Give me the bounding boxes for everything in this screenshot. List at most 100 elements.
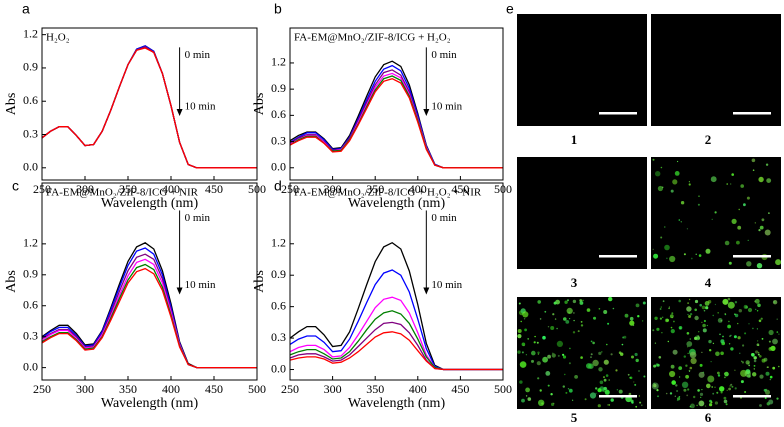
cell-spot — [665, 318, 670, 322]
cell-spot — [669, 314, 674, 319]
cell-spot — [707, 375, 715, 383]
x-tick-label: 450 — [451, 382, 469, 396]
x-tick-label: 300 — [324, 382, 342, 396]
spectrum-line — [41, 46, 257, 169]
cell-spot — [734, 313, 739, 318]
cell-spot — [743, 304, 748, 309]
cell-spot — [673, 320, 675, 323]
cell-spot — [551, 402, 555, 406]
cell-spot — [657, 395, 659, 398]
cell-spot — [764, 397, 767, 399]
cell-spot — [730, 334, 732, 337]
cell-spot — [724, 376, 726, 379]
cell-spot — [653, 253, 659, 259]
annotation-start: 0 min — [185, 212, 211, 224]
cell-spot — [756, 340, 759, 342]
cell-spot — [709, 403, 713, 407]
x-tick-label: 350 — [366, 182, 384, 196]
cell-spot — [573, 319, 575, 322]
cell-spot — [579, 301, 584, 305]
cell-spot — [607, 404, 609, 406]
cell-spot — [643, 375, 646, 378]
panel-label: c — [12, 178, 19, 194]
cell-spot — [667, 340, 669, 343]
cell-spot — [670, 364, 675, 369]
cell-spot — [720, 351, 724, 356]
cell-spot — [720, 339, 725, 344]
y-tick-label: 0.3 — [23, 126, 38, 140]
cell-spot — [748, 323, 750, 325]
cell-spot — [709, 399, 712, 403]
cell-spot — [728, 343, 731, 345]
cell-spot — [537, 300, 541, 304]
cell-spot — [536, 341, 539, 344]
cell-spot — [635, 303, 640, 308]
spectrum-line — [289, 69, 503, 169]
cell-spot — [607, 322, 610, 325]
cell-spot — [534, 335, 536, 338]
cell-spot — [631, 355, 634, 359]
cell-spot — [753, 356, 757, 360]
scale-bar — [733, 112, 771, 115]
cell-spot — [753, 365, 756, 367]
cell-spot — [665, 392, 668, 395]
cell-spot — [687, 346, 689, 348]
cell-spot — [705, 248, 711, 254]
annotation-start: 0 min — [431, 49, 457, 61]
panel-label: e — [506, 1, 514, 17]
cell-spot — [763, 388, 767, 392]
cell-spot — [635, 358, 639, 363]
cell-spot — [551, 353, 556, 358]
spectrum-line — [41, 267, 257, 369]
arrow-head — [423, 109, 430, 117]
cell-spot — [728, 261, 732, 265]
cell-spot — [738, 309, 742, 313]
cell-spot — [554, 318, 557, 320]
cell-spot — [687, 352, 689, 354]
cell-spot — [574, 375, 578, 379]
y-tick-label: 0.6 — [271, 107, 286, 121]
cell-spot — [722, 335, 724, 338]
cell-spot — [539, 389, 542, 392]
cell-spot — [687, 388, 690, 391]
y-tick-label: 0.9 — [23, 267, 38, 281]
cell-spot — [726, 183, 728, 185]
cell-spot — [758, 229, 761, 232]
cell-spot — [564, 300, 568, 304]
cell-spot — [733, 335, 737, 339]
cell-spot — [702, 323, 706, 328]
cell-spot — [738, 208, 740, 211]
x-tick-label: 350 — [366, 382, 384, 396]
cell-spot — [547, 384, 550, 387]
y-tick-label: 0.0 — [23, 160, 38, 174]
cell-spot — [772, 366, 776, 370]
spectrum-line — [41, 258, 257, 369]
annotation-end: 10 min — [185, 101, 216, 113]
cell-spot — [652, 329, 655, 332]
cell-spot — [710, 361, 712, 363]
cell-spot — [544, 310, 547, 313]
cell-spot — [672, 349, 678, 355]
cell-spot — [703, 309, 706, 312]
spectrum-line — [289, 78, 503, 169]
cell-spot — [731, 218, 737, 224]
cell-spot — [639, 401, 642, 404]
fluorescence-image — [517, 157, 647, 269]
cell-spot — [688, 370, 691, 372]
x-tick-label: 450 — [205, 182, 223, 196]
cell-spot — [686, 394, 689, 397]
cell-spot — [553, 301, 557, 305]
cell-spot — [687, 313, 689, 316]
cell-spot — [517, 329, 522, 333]
cell-spot — [525, 395, 528, 397]
cell-spot — [761, 358, 766, 363]
cell-spot — [701, 351, 703, 353]
cell-spot — [538, 399, 545, 406]
cell-spot — [755, 350, 759, 354]
cell-spot — [577, 330, 580, 333]
cell-spot — [752, 169, 755, 171]
cell-spot — [747, 239, 749, 241]
y-axis-label: Abs — [4, 270, 19, 293]
cell-spot — [661, 332, 663, 334]
cell-spot — [754, 298, 760, 304]
